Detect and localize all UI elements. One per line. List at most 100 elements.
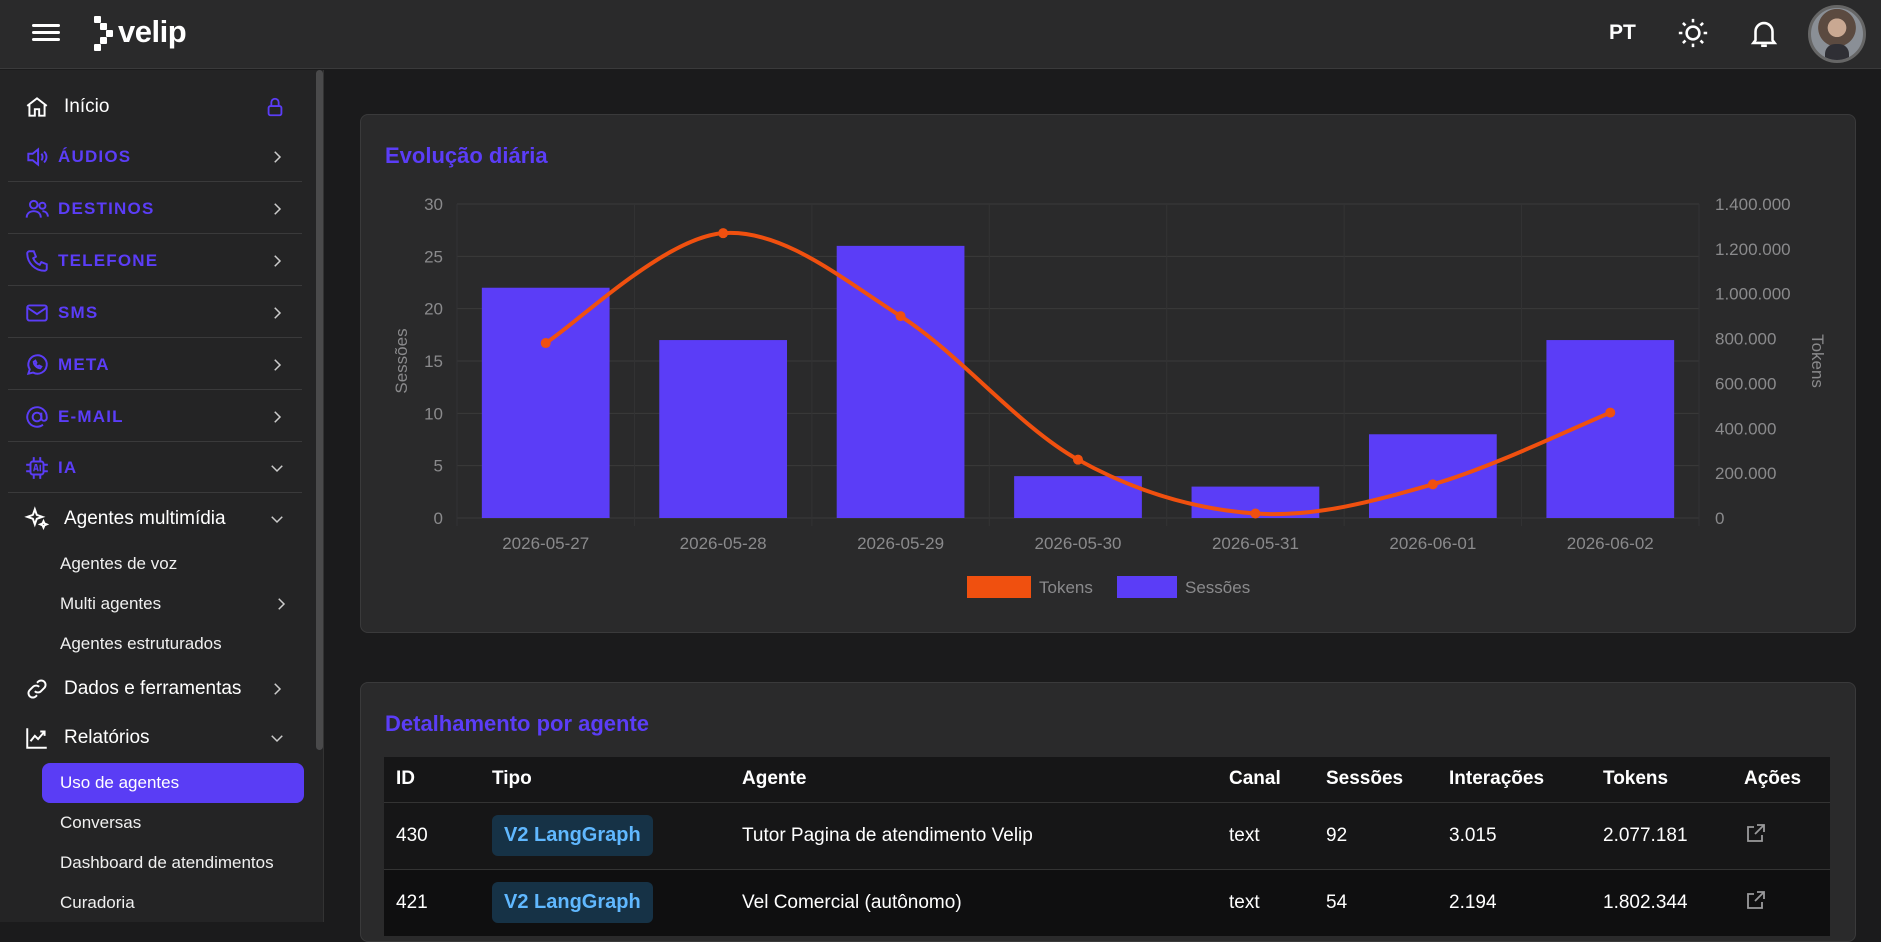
bar xyxy=(1546,340,1675,518)
sidebar-item-inicio[interactable]: Início xyxy=(8,82,302,132)
sidebar-subitem-multi-agentes[interactable]: Multi agentes xyxy=(42,584,304,624)
bar xyxy=(659,340,788,518)
cell-id: 421 xyxy=(384,868,480,936)
sidebar-item-audios[interactable]: ÁUDIOS xyxy=(8,132,302,182)
sidebar-item-meta[interactable]: META xyxy=(8,340,302,390)
sidebar-subitem-dashboard-atendimentos[interactable]: Dashboard de atendimentos xyxy=(60,853,274,872)
x-tick-label: 2026-06-01 xyxy=(1389,534,1476,553)
bar xyxy=(836,245,965,518)
chevron-right-icon xyxy=(274,150,282,163)
x-tick-label: 2026-05-30 xyxy=(1035,534,1122,553)
sidebar-subitem-agentes-de-voz[interactable]: Agentes de voz xyxy=(60,554,178,573)
col-header-id[interactable]: ID xyxy=(384,757,480,802)
y-right-tick-label: 800.000 xyxy=(1715,330,1776,349)
bell-icon[interactable] xyxy=(1747,16,1781,50)
link-icon xyxy=(27,679,47,699)
menu-icon[interactable] xyxy=(32,20,60,44)
sidebar-item-telefone[interactable]: TELEFONE xyxy=(8,236,302,286)
table-row[interactable]: 430 V2 LangGraph Tutor Pagina de atendim… xyxy=(384,801,1830,869)
sparkles-icon xyxy=(24,506,50,531)
whatsapp-icon xyxy=(26,353,48,375)
sidebar-item-ia[interactable]: IA xyxy=(8,443,302,493)
top-bar: velip PT xyxy=(0,0,1881,69)
y-right-tick-label: 1.200.000 xyxy=(1715,240,1791,259)
card-title: Detalhamento por agente xyxy=(385,711,650,736)
bar xyxy=(1368,434,1497,518)
col-header-tokens[interactable]: Tokens xyxy=(1591,757,1732,802)
legend-label-sessoes: Sessões xyxy=(1185,578,1250,597)
sidebar-item-dados-ferramentas[interactable]: Dados e ferramentas xyxy=(8,664,302,714)
chevron-right-icon xyxy=(274,358,282,371)
sidebar-item-label: E-MAIL xyxy=(58,406,124,426)
cell-tipo: V2 LangGraph xyxy=(480,868,730,936)
sidebar-item-agentes-multimidia[interactable]: Agentes multimídia xyxy=(8,494,302,544)
sidebar-item-destinos[interactable]: DESTINOS xyxy=(8,184,302,234)
y-right-tick-label: 0 xyxy=(1715,509,1724,528)
table-row[interactable]: 421 V2 LangGraph Vel Comercial (autônomo… xyxy=(384,868,1830,936)
legend-swatch-tokens xyxy=(967,576,1031,598)
sidebar-subitem-agentes-estruturados[interactable]: Agentes estruturados xyxy=(60,634,222,653)
chevron-down-icon xyxy=(271,735,283,743)
cell-tokens: 2.077.181 xyxy=(1591,801,1732,869)
logo-text: velip xyxy=(118,14,187,49)
sidebar-subitem-curadoria[interactable]: Curadoria xyxy=(60,893,135,912)
y-tick-label: 20 xyxy=(424,300,443,319)
col-header-tipo[interactable]: Tipo xyxy=(480,757,730,802)
mail-icon xyxy=(26,303,48,322)
sidebar-item-relatorios[interactable]: Relatórios xyxy=(8,713,302,763)
chart-line-icon xyxy=(26,728,47,749)
col-header-acoes: Ações xyxy=(1732,757,1830,802)
y-tick-label: 25 xyxy=(424,247,443,266)
line-point xyxy=(1073,454,1083,465)
sidebar-subitem-uso-de-agentes[interactable]: Uso de agentes xyxy=(42,763,304,803)
cell-acoes xyxy=(1732,868,1830,936)
line-point xyxy=(718,228,729,239)
sidebar-item-label: IA xyxy=(58,457,78,477)
cell-acoes xyxy=(1732,801,1830,869)
cell-sessoes: 92 xyxy=(1314,801,1437,869)
ai-chip-icon xyxy=(26,456,48,479)
sidebar-subitem-conversas[interactable]: Conversas xyxy=(60,813,142,832)
velip-logo[interactable]: velip xyxy=(92,12,187,52)
y-right-tick-label: 1.400.000 xyxy=(1715,195,1791,214)
sidebar-item-sms[interactable]: SMS xyxy=(8,288,302,338)
col-header-canal[interactable]: Canal xyxy=(1217,757,1314,802)
bar xyxy=(481,287,610,518)
x-tick-label: 2026-05-27 xyxy=(502,534,589,553)
sidebar-item-email[interactable]: E-MAIL xyxy=(8,392,302,442)
sidebar-item-label: Início xyxy=(64,96,110,117)
type-badge: V2 LangGraph xyxy=(492,882,653,924)
phone-icon xyxy=(26,249,48,272)
y-tick-label: 30 xyxy=(424,195,443,214)
card-title: Evolução diária xyxy=(385,143,548,168)
col-header-sessoes[interactable]: Sessões xyxy=(1314,757,1437,802)
chevron-right-icon xyxy=(274,683,282,695)
chevron-right-icon xyxy=(274,254,282,267)
chevron-right-icon xyxy=(274,202,282,215)
sidebar-subitem-label: Multi agentes xyxy=(60,594,162,613)
cell-canal: text xyxy=(1217,801,1314,869)
chevron-down-icon xyxy=(271,464,283,472)
y-tick-label: 10 xyxy=(424,404,443,423)
chevron-right-icon xyxy=(274,306,282,319)
cell-interacoes: 3.015 xyxy=(1437,801,1591,869)
language-switch[interactable]: PT xyxy=(1609,21,1636,44)
x-tick-label: 2026-05-29 xyxy=(857,534,944,553)
line-point xyxy=(540,338,551,349)
legend-swatch-sessoes xyxy=(1117,576,1177,598)
col-header-interacoes[interactable]: Interações xyxy=(1437,757,1591,802)
type-badge: V2 LangGraph xyxy=(492,815,653,856)
chevron-down-icon xyxy=(271,516,283,524)
sidebar-scrollbar[interactable] xyxy=(316,70,323,750)
external-link-icon[interactable] xyxy=(1744,821,1768,845)
col-header-agente[interactable]: Agente xyxy=(730,757,1217,802)
daily-evolution-chart: 0 5 10 15 20 25 30 0 200.000 400.000 600.000 800.00… xyxy=(392,195,1827,598)
sun-icon[interactable] xyxy=(1676,16,1710,50)
y-right-tick-label: 400.000 xyxy=(1715,419,1776,438)
y-axis-title: Sessões xyxy=(392,328,411,393)
sidebar-item-label: Dados e ferramentas xyxy=(64,678,242,699)
external-link-icon[interactable] xyxy=(1744,888,1768,912)
user-avatar[interactable] xyxy=(1808,5,1866,63)
logo-mark xyxy=(92,14,114,51)
y-right-tick-label: 1.000.000 xyxy=(1715,285,1791,304)
